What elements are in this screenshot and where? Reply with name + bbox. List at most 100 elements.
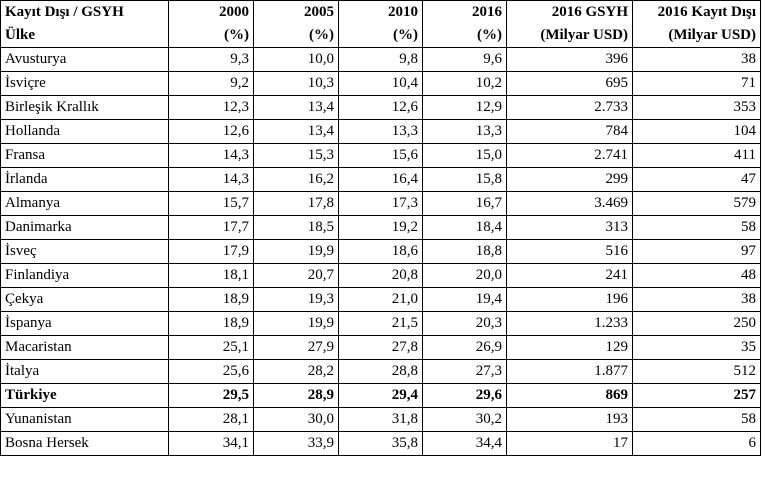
value-cell: 25,6 <box>168 359 254 384</box>
value-cell: 14,3 <box>168 167 254 192</box>
value-cell: 17,3 <box>338 191 423 216</box>
value-cell: 58 <box>632 407 761 432</box>
value-cell: 38 <box>632 287 761 312</box>
table-row: Almanya 15,7 17,8 17,3 16,7 3.469 579 <box>0 191 761 216</box>
value-cell: 512 <box>632 359 761 384</box>
value-cell: 20,8 <box>338 263 423 288</box>
value-cell: 9,6 <box>422 47 507 72</box>
country-cell: İspanya <box>0 311 169 336</box>
value-cell: 29,5 <box>168 383 254 408</box>
value-cell: 13,3 <box>338 119 423 144</box>
header-cell: Ülke <box>0 24 169 48</box>
value-cell: 20,0 <box>422 263 507 288</box>
country-cell: Yunanistan <box>0 407 169 432</box>
value-cell: 30,0 <box>253 407 339 432</box>
value-cell: 10,4 <box>338 71 423 96</box>
table-header: Kayıt Dışı / GSYH 2000 2005 2010 2016 2016 GS… <box>0 0 761 48</box>
value-cell: 14,3 <box>168 143 254 168</box>
value-cell: 12,3 <box>168 95 254 120</box>
table-row: İtalya 25,6 28,2 28,8 27,3 1.877 512 <box>0 359 761 384</box>
table-row: Avusturya 9,3 10,0 9,8 9,6 396 38 <box>0 47 761 72</box>
table-row: Finlandiya 18,1 20,7 20,8 20,0 241 48 <box>0 263 761 288</box>
table-row: Danimarka 17,7 18,5 19,2 18,4 313 58 <box>0 215 761 240</box>
value-cell: 18,4 <box>422 215 507 240</box>
value-cell: 18,9 <box>168 287 254 312</box>
value-cell: 48 <box>632 263 761 288</box>
value-cell: 28,1 <box>168 407 254 432</box>
value-cell: 28,2 <box>253 359 339 384</box>
header-cell: (Milyar USD) <box>632 24 761 48</box>
value-cell: 16,2 <box>253 167 339 192</box>
value-cell: 6 <box>632 431 761 456</box>
value-cell: 17,9 <box>168 239 254 264</box>
country-cell: Danimarka <box>0 215 169 240</box>
value-cell: 104 <box>632 119 761 144</box>
header-cell: (%) <box>338 24 423 48</box>
value-cell: 9,2 <box>168 71 254 96</box>
value-cell: 13,4 <box>253 119 339 144</box>
country-cell: Türkiye <box>0 383 169 408</box>
value-cell: 3.469 <box>506 191 633 216</box>
value-cell: 784 <box>506 119 633 144</box>
value-cell: 353 <box>632 95 761 120</box>
value-cell: 15,0 <box>422 143 507 168</box>
country-cell: Finlandiya <box>0 263 169 288</box>
header-cell: 2016 GSYH <box>506 0 633 24</box>
value-cell: 15,3 <box>253 143 339 168</box>
value-cell: 516 <box>506 239 633 264</box>
value-cell: 18,5 <box>253 215 339 240</box>
value-cell: 16,4 <box>338 167 423 192</box>
country-cell: İtalya <box>0 359 169 384</box>
value-cell: 15,6 <box>338 143 423 168</box>
value-cell: 15,7 <box>168 191 254 216</box>
value-cell: 29,4 <box>338 383 423 408</box>
value-cell: 13,4 <box>253 95 339 120</box>
value-cell: 193 <box>506 407 633 432</box>
value-cell: 18,1 <box>168 263 254 288</box>
header-row: Kayıt Dışı / GSYH 2000 2005 2010 2016 2016 GS… <box>0 0 761 24</box>
value-cell: 196 <box>506 287 633 312</box>
value-cell: 35 <box>632 335 761 360</box>
value-cell: 299 <box>506 167 633 192</box>
table-row: İrlanda 14,3 16,2 16,4 15,8 299 47 <box>0 167 761 192</box>
header-cell: (%) <box>422 24 507 48</box>
value-cell: 2.733 <box>506 95 633 120</box>
country-cell: Hollanda <box>0 119 169 144</box>
value-cell: 10,3 <box>253 71 339 96</box>
value-cell: 97 <box>632 239 761 264</box>
value-cell: 12,6 <box>338 95 423 120</box>
value-cell: 257 <box>632 383 761 408</box>
value-cell: 27,8 <box>338 335 423 360</box>
value-cell: 58 <box>632 215 761 240</box>
value-cell: 10,0 <box>253 47 339 72</box>
value-cell: 25,1 <box>168 335 254 360</box>
value-cell: 19,2 <box>338 215 423 240</box>
value-cell: 19,9 <box>253 239 339 264</box>
value-cell: 16,7 <box>422 191 507 216</box>
value-cell: 241 <box>506 263 633 288</box>
header-cell: 2016 <box>422 0 507 24</box>
table-row: Birleşik Krallık 12,3 13,4 12,6 12,9 2.733 353 <box>0 95 761 120</box>
value-cell: 12,6 <box>168 119 254 144</box>
value-cell: 20,3 <box>422 311 507 336</box>
value-cell: 33,9 <box>253 431 339 456</box>
header-cell: (%) <box>253 24 339 48</box>
value-cell: 1.877 <box>506 359 633 384</box>
table-row: İspanya 18,9 19,9 21,5 20,3 1.233 250 <box>0 311 761 336</box>
header-cell: 2016 Kayıt Dışı <box>632 0 761 24</box>
value-cell: 28,9 <box>253 383 339 408</box>
value-cell: 21,0 <box>338 287 423 312</box>
value-cell: 13,3 <box>422 119 507 144</box>
value-cell: 17 <box>506 431 633 456</box>
value-cell: 34,4 <box>422 431 507 456</box>
value-cell: 18,6 <box>338 239 423 264</box>
value-cell: 15,8 <box>422 167 507 192</box>
value-cell: 411 <box>632 143 761 168</box>
country-cell: Fransa <box>0 143 169 168</box>
value-cell: 71 <box>632 71 761 96</box>
value-cell: 579 <box>632 191 761 216</box>
table-row: Türkiye 29,5 28,9 29,4 29,6 869 257 <box>0 383 761 408</box>
value-cell: 17,7 <box>168 215 254 240</box>
value-cell: 28,8 <box>338 359 423 384</box>
country-cell: Bosna Hersek <box>0 431 169 456</box>
